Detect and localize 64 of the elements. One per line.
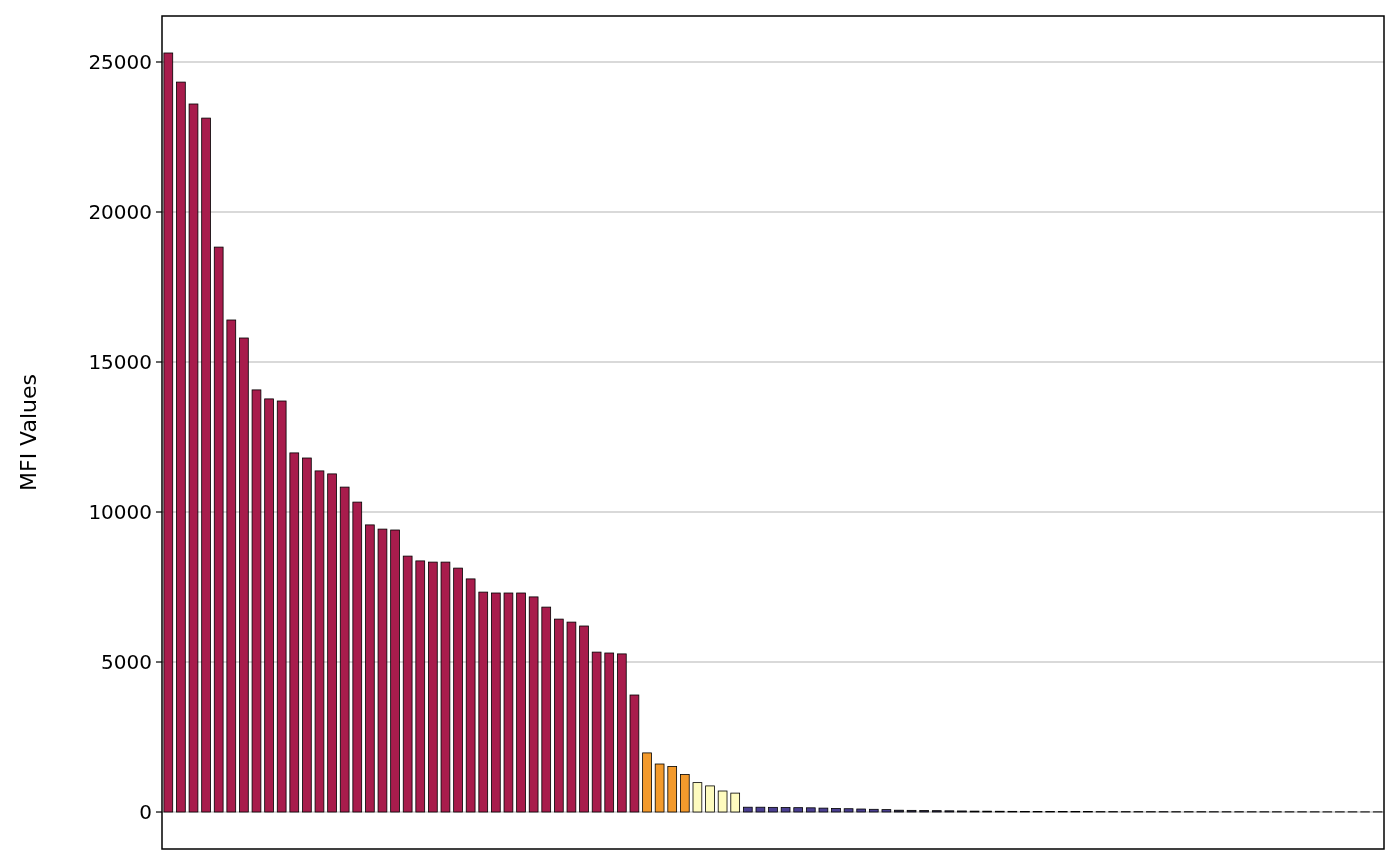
bar xyxy=(377,528,388,813)
bar xyxy=(591,651,602,813)
bar xyxy=(680,774,690,813)
bar xyxy=(390,529,400,813)
y-tick-label: 5000 xyxy=(101,650,152,675)
y-tick-label: 10000 xyxy=(88,500,152,524)
bar xyxy=(440,561,451,813)
y-tick-label: 0 xyxy=(139,800,152,825)
bar xyxy=(239,337,249,813)
bar xyxy=(251,389,262,813)
bar xyxy=(402,555,413,813)
bar xyxy=(478,591,489,813)
bar xyxy=(415,560,426,813)
bar xyxy=(491,592,501,813)
bar xyxy=(831,808,841,813)
bar xyxy=(201,117,211,813)
bar xyxy=(818,807,829,813)
bar xyxy=(843,808,854,813)
bar xyxy=(264,398,274,813)
bar xyxy=(856,808,866,813)
bar xyxy=(629,694,640,813)
bar xyxy=(654,763,665,813)
bar xyxy=(226,319,237,813)
bar xyxy=(768,806,778,813)
bar xyxy=(213,246,224,813)
bar xyxy=(705,785,715,813)
bar xyxy=(314,470,325,813)
bar xyxy=(465,578,476,813)
y-tick-label: 25000 xyxy=(88,49,152,74)
bar xyxy=(289,452,300,813)
bar xyxy=(730,792,741,813)
bar xyxy=(566,621,577,813)
bar xyxy=(503,592,514,813)
bar xyxy=(516,592,526,813)
bar xyxy=(276,400,287,813)
bar xyxy=(642,752,652,813)
bar xyxy=(339,486,350,813)
bar xyxy=(667,766,678,813)
bar xyxy=(453,567,463,813)
bar xyxy=(617,653,627,813)
bar xyxy=(793,807,804,813)
bar xyxy=(176,81,186,813)
bar xyxy=(579,625,589,813)
bar xyxy=(188,103,199,813)
bar xyxy=(780,807,791,813)
bar xyxy=(528,596,539,813)
bar xyxy=(365,524,375,813)
bar xyxy=(881,809,892,813)
bar xyxy=(541,606,552,813)
bar xyxy=(302,457,312,813)
bar xyxy=(352,501,363,813)
bar xyxy=(743,806,753,813)
bar xyxy=(327,473,337,813)
bar xyxy=(755,806,766,813)
bar xyxy=(868,808,879,813)
bar xyxy=(428,561,438,813)
bar xyxy=(604,652,615,813)
y-axis-title: MFI Values xyxy=(16,374,41,491)
y-tick-label: 15000 xyxy=(88,350,152,374)
bar xyxy=(717,790,728,813)
bar xyxy=(692,782,703,813)
bar xyxy=(805,807,816,813)
y-tick-label: 20000 xyxy=(88,199,152,224)
bar xyxy=(554,618,564,813)
